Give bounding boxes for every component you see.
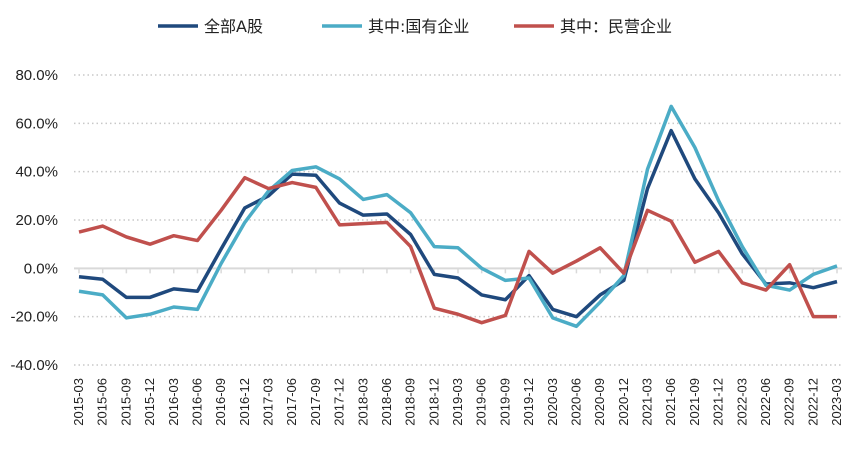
x-tick-label: 2017-06: [284, 378, 299, 426]
series-line-1: [78, 104, 838, 329]
x-tick-label: 2019-06: [474, 378, 489, 426]
legend-label: 其中：民营企业: [560, 17, 672, 36]
x-tick-label: 2019-12: [521, 378, 536, 426]
x-tick-label: 2022-12: [805, 378, 820, 426]
x-tick-label: 2018-12: [426, 378, 441, 426]
x-tick-label: 2023-03: [829, 378, 844, 426]
x-tick-label: 2018-03: [355, 378, 370, 426]
legend-label: 全部A股: [204, 17, 263, 36]
series-line-0: [78, 128, 838, 319]
x-tick-label: 2018-09: [403, 378, 418, 426]
x-tick-label: 2016-09: [213, 378, 228, 426]
x-tick-label: 2020-06: [568, 378, 583, 426]
x-tick-label: 2022-09: [782, 378, 797, 426]
x-tick-label: 2021-09: [687, 378, 702, 426]
x-tick-label: 2018-06: [379, 378, 394, 426]
y-tick-label: 20.0%: [15, 212, 58, 229]
x-tick-label: 2021-03: [640, 378, 655, 426]
x-tick-label: 2015-12: [142, 378, 157, 426]
y-tick-label: 60.0%: [15, 115, 58, 132]
x-tick-label: 2020-09: [592, 378, 607, 426]
x-tick-label: 2017-12: [332, 378, 347, 426]
x-tick-label: 2015-03: [71, 378, 86, 426]
x-tick-label: 2020-12: [616, 378, 631, 426]
x-tick-label: 2020-03: [545, 378, 560, 426]
y-tick-label: -20.0%: [10, 309, 58, 326]
x-tick-label: 2016-12: [237, 378, 252, 426]
x-tick-label: 2019-03: [450, 378, 465, 426]
y-tick-label: 40.0%: [15, 164, 58, 181]
y-tick-label: -40.0%: [10, 357, 58, 374]
x-tick-label: 2015-09: [118, 378, 133, 426]
x-tick-label: 2016-06: [189, 378, 204, 426]
y-tick-label: 0.0%: [24, 260, 58, 277]
x-tick-label: 2021-12: [711, 378, 726, 426]
x-tick-label: 2015-06: [95, 378, 110, 426]
x-tick-label: 2022-06: [758, 378, 773, 426]
x-tick-label: 2017-03: [261, 378, 276, 426]
x-tick-label: 2021-06: [663, 378, 678, 426]
x-tick-label: 2016-03: [166, 378, 181, 426]
x-tick-label: 2022-03: [734, 378, 749, 426]
y-tick-label: 80.0%: [15, 67, 58, 84]
x-tick-label: 2019-09: [497, 378, 512, 426]
series-line-2: [78, 175, 837, 325]
x-tick-label: 2017-09: [308, 378, 323, 426]
legend-label: 其中:国有企业: [368, 17, 469, 36]
